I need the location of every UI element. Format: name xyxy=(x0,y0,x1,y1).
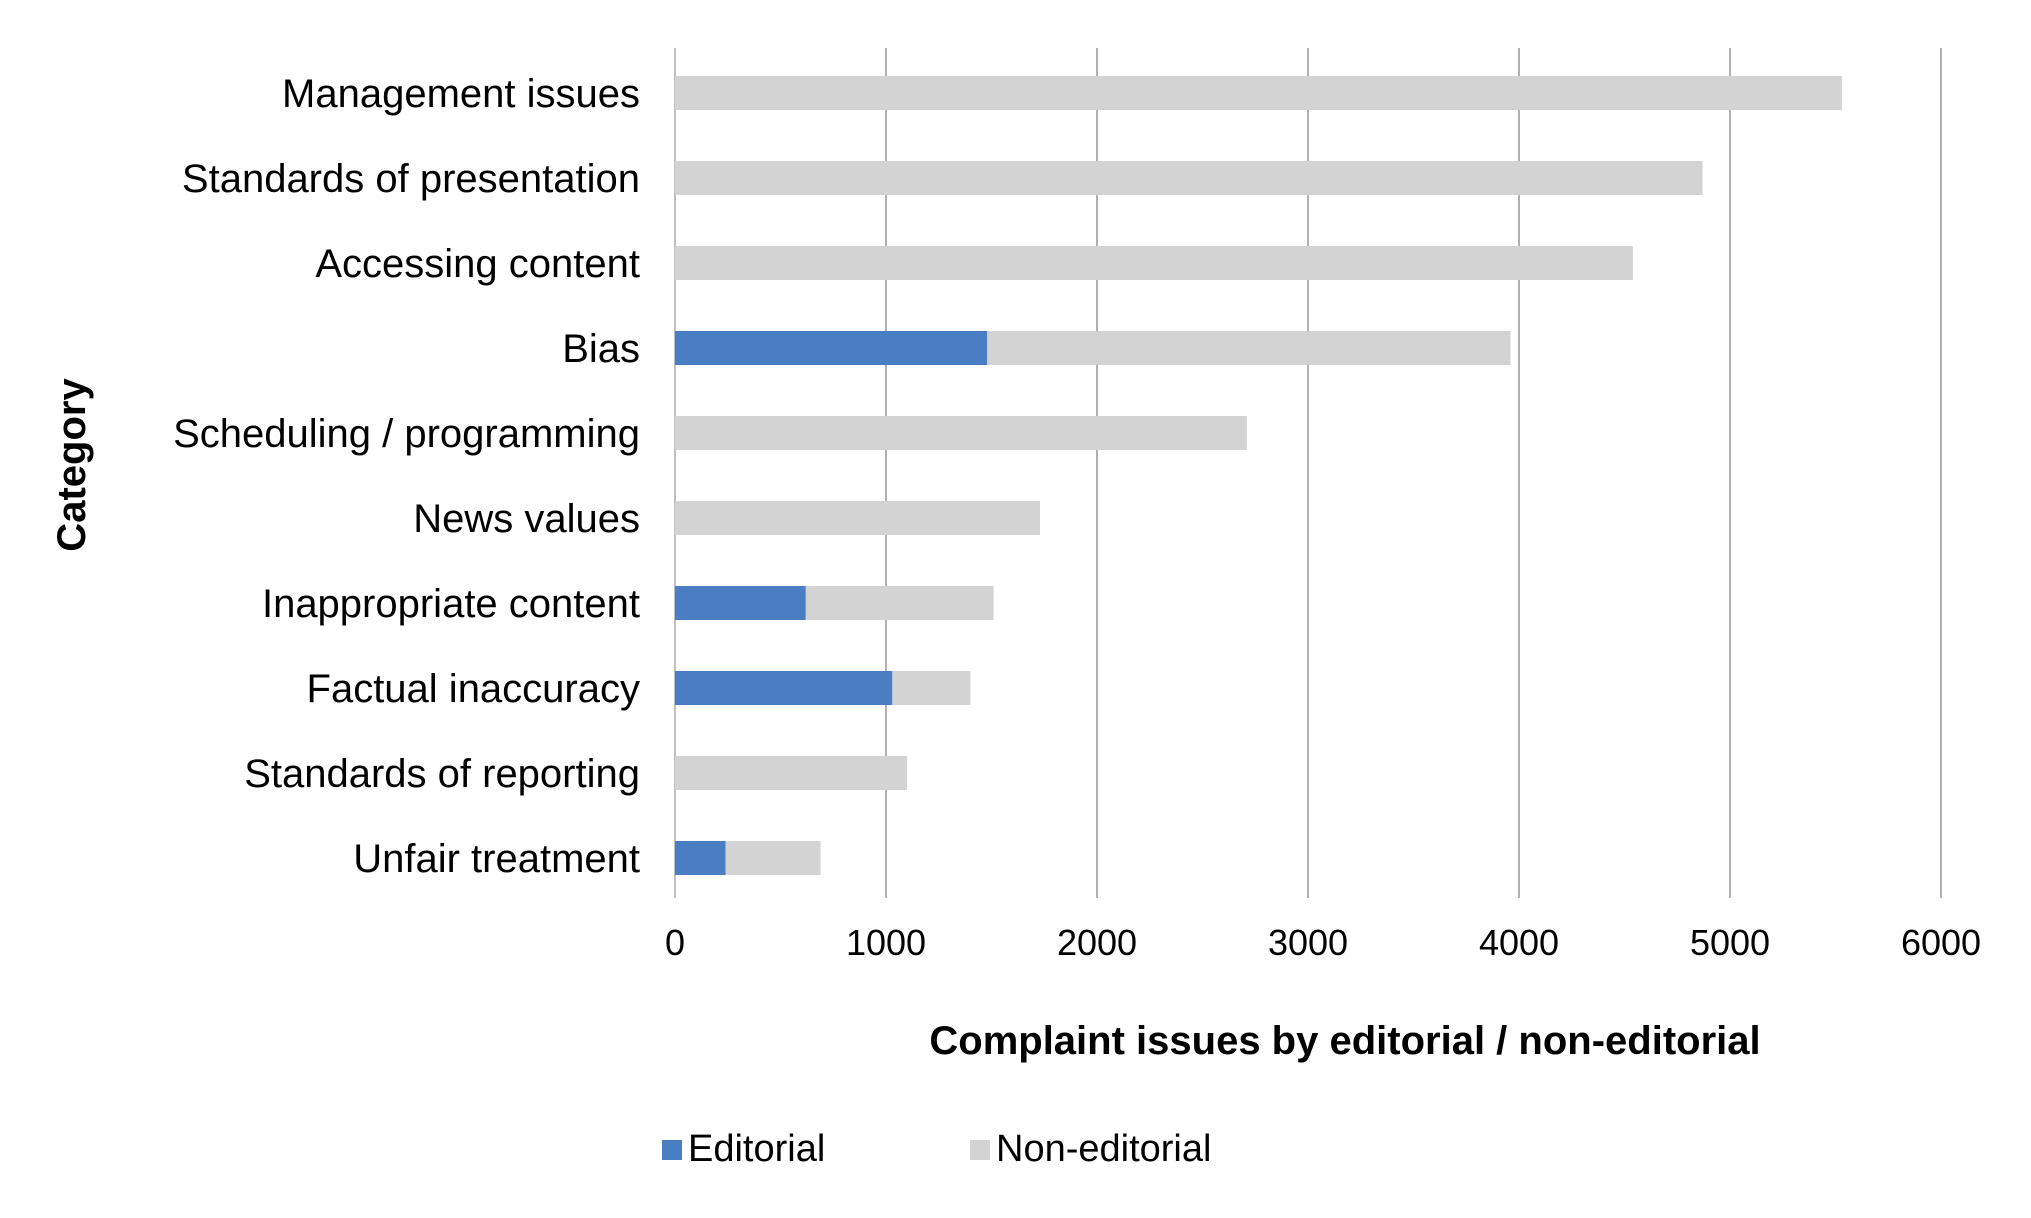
category-label: News values xyxy=(413,497,640,541)
bar-non-editorial xyxy=(675,161,1703,195)
category-label: Unfair treatment xyxy=(353,837,640,881)
category-label: Accessing content xyxy=(315,242,640,286)
x-tick-labels: 0 1000 2000 3000 4000 5000 6000 xyxy=(665,922,1981,963)
bar-non-editorial xyxy=(675,501,1041,535)
x-tick-label: 3000 xyxy=(1268,922,1348,963)
x-tick-label: 5000 xyxy=(1690,922,1770,963)
legend-label: Editorial xyxy=(688,1128,825,1170)
category-label: Factual inaccuracy xyxy=(307,667,640,711)
x-axis-title: Complaint issues by editorial / non-edit… xyxy=(929,1019,1760,1063)
bar-non-editorial xyxy=(892,671,971,705)
bar-editorial xyxy=(675,586,806,620)
bar-non-editorial xyxy=(675,76,1842,110)
bar-editorial xyxy=(675,331,988,365)
bar-non-editorial xyxy=(675,246,1633,280)
category-label: Standards of presentation xyxy=(182,157,640,201)
bar-non-editorial xyxy=(675,416,1247,450)
x-tick-label: 0 xyxy=(665,922,685,963)
category-label: Standards of reporting xyxy=(244,752,640,796)
bar-non-editorial xyxy=(675,756,908,790)
y-axis-title: Category xyxy=(50,378,94,552)
x-tick-label: 1000 xyxy=(846,922,926,963)
x-tick-label: 2000 xyxy=(1057,922,1137,963)
legend: Editorial Non-editorial xyxy=(662,1128,1211,1170)
x-tick-label: 6000 xyxy=(1901,922,1981,963)
category-label: Inappropriate content xyxy=(262,582,640,626)
bar-non-editorial xyxy=(805,586,994,620)
category-label: Bias xyxy=(562,327,640,371)
bar-editorial xyxy=(675,671,893,705)
legend-label: Non-editorial xyxy=(996,1128,1211,1170)
category-label: Management issues xyxy=(282,72,640,116)
x-tick-label: 4000 xyxy=(1479,922,1559,963)
bar-non-editorial xyxy=(987,331,1511,365)
legend-swatch xyxy=(662,1140,682,1160)
category-label: Scheduling / programming xyxy=(173,412,640,456)
category-labels: Management issues Standards of presentati… xyxy=(173,72,640,881)
bar-editorial xyxy=(675,841,726,875)
bar-non-editorial xyxy=(725,841,821,875)
legend-swatch xyxy=(970,1140,990,1160)
bars xyxy=(675,76,1842,875)
